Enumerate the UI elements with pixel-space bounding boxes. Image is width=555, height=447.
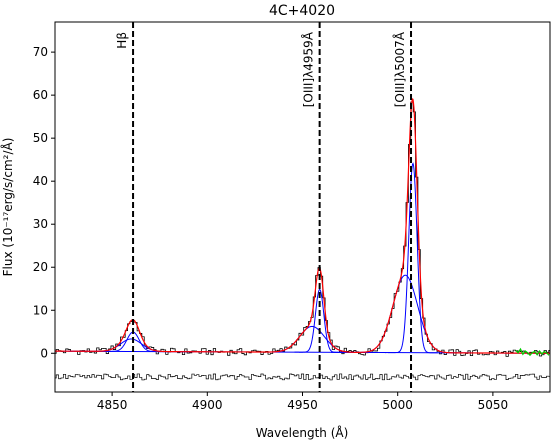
- extra-segment: [515, 347, 550, 357]
- x-tick-label-5: 5050: [478, 398, 509, 412]
- chart-title: 4C+4020: [269, 3, 335, 19]
- x-tick-label-3: 4950: [287, 398, 318, 412]
- axes: Hβ [OIII]λ4959Å [OIII]λ5007Å 4850 4900 4950 50…: [33, 21, 551, 412]
- y-tick-label-6: 50: [33, 131, 48, 145]
- y-tick-label-7: 60: [33, 88, 48, 102]
- reference-label-2: [OIII]λ4959Å: [301, 31, 316, 107]
- total-model-fit: [55, 98, 550, 354]
- x-tick-label-4: 5000: [382, 398, 413, 412]
- gaussian-component-5: [387, 162, 438, 354]
- y-tick-label-5: 40: [33, 174, 48, 188]
- reference-label-1: Hβ: [115, 32, 129, 49]
- y-axis-label: Flux (10⁻¹⁷erg/s/cm²/Å): [0, 138, 15, 277]
- observed-spectrum: [55, 101, 550, 357]
- y-tick-label-3: 20: [33, 260, 48, 274]
- reference-label-3: [OIII]λ5007Å: [392, 31, 407, 107]
- x-tick-label-2: 4900: [192, 398, 223, 412]
- plot-area: [55, 22, 550, 392]
- y-tick-label-8: 70: [33, 45, 48, 59]
- x-axis-label: Wavelength (Å): [256, 425, 349, 440]
- residual-spectrum: [55, 373, 550, 381]
- x-tick-label-1: 4850: [97, 398, 128, 412]
- y-tick-label-4: 30: [33, 217, 48, 231]
- y-tick-label-1: 0: [40, 346, 48, 360]
- y-tick-label-2: 10: [33, 303, 48, 317]
